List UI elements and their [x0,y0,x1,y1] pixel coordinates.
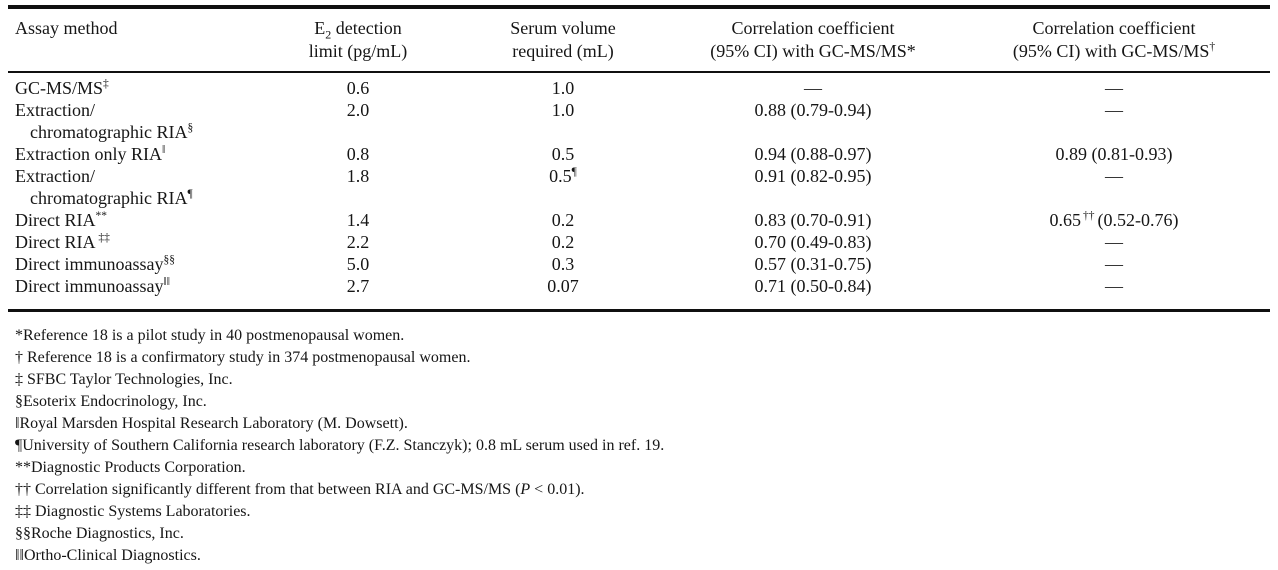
footnote-marker: ‖ [161,144,166,156]
footnote: ¶University of Southern California resea… [15,437,665,454]
table-row: Extraction/chromatographic RIA§ 2.0 1.0 … [8,99,1270,143]
correlation-confirmatory-cell: — [1105,254,1123,274]
correlation-confirmatory-cell: 0.89 (0.81-0.93) [1055,144,1173,164]
e2-limit-cell: 0.8 [346,144,370,164]
method-cell: Direct immunoassay§§ [15,254,175,274]
footnote-marker: ‡ [103,78,109,90]
header-line2: (95% CI) with GC-MS/MS† [1012,41,1216,61]
header-line1: Correlation coefficient [731,18,895,38]
footnote-marker: †† [1083,210,1095,222]
footnote: **Diagnostic Products Corporation. [15,459,246,476]
e2-limit-cell: 1.8 [346,166,370,186]
e2-limit-cell: 0.6 [346,78,370,98]
correlation-confirmatory-cell: — [1105,78,1123,98]
footnote: §Esoterix Endocrinology, Inc. [15,393,207,410]
header-line2: (95% CI) with GC-MS/MS* [710,41,916,61]
footnote: *Reference 18 is a pilot study in 40 pos… [15,327,405,344]
correlation-pilot-cell: 0.57 (0.31-0.75) [754,254,872,274]
table-row: Direct RIA** 1.4 0.2 0.83 (0.70-0.91) 0.… [8,209,1270,231]
footnote-marker: §§ [163,254,175,266]
footnote: ‖‖Ortho-Clinical Diagnostics. [15,547,201,564]
footnote-marker: ‖‖ [163,276,170,288]
footnote-marker: ** [95,210,107,222]
e2-limit-cell: 1.4 [346,210,370,230]
table-row: Direct immunoassay§§ 5.0 0.3 0.57 (0.31-… [8,253,1270,275]
table-row: Extraction/chromatographic RIA¶ 1.8 0.5¶… [8,165,1270,209]
correlation-pilot-cell: — [804,78,822,98]
footnotes-block: *Reference 18 is a pilot study in 40 pos… [8,325,1270,567]
footnote: ‖Royal Marsden Hospital Research Laborat… [15,415,408,432]
method-cell: Extraction/chromatographic RIA¶ [15,166,193,208]
subscript-2: 2 [325,27,332,42]
col-header-correlation-pilot: Correlation coefficient (95% CI) with GC… [668,7,958,73]
footnote-marker: § [187,122,194,134]
correlation-confirmatory-cell: — [1105,276,1123,296]
header-line1: E2 detection [314,18,402,42]
header-line1: Serum volume [510,18,616,38]
table-row: Direct immunoassay‖‖ 2.7 0.07 0.71 (0.50… [8,275,1270,311]
correlation-confirmatory-cell: — [1105,232,1123,252]
method-cell: Direct immunoassay‖‖ [15,276,170,296]
footnote: ‡‡ Diagnostic Systems Laboratories. [15,503,251,520]
method-cell: GC-MS/MS‡ [15,78,109,98]
footnote: † Reference 18 is a confirmatory study i… [15,349,471,366]
serum-volume-cell: 0.07 [547,276,579,296]
col-header-assay-method: Assay method [8,7,258,73]
correlation-pilot-cell: 0.83 (0.70-0.91) [754,210,872,230]
table-row: GC-MS/MS‡ 0.6 1.0 — — [8,72,1270,99]
footnote: ‡ SFBC Taylor Technologies, Inc. [15,371,233,388]
header-line1: Correlation coefficient [1032,18,1196,38]
correlation-pilot-cell: 0.91 (0.82-0.95) [754,166,872,186]
method-cell: Extraction/chromatographic RIA§ [15,100,194,142]
serum-volume-cell: 0.2 [551,210,575,230]
correlation-pilot-cell: 0.70 (0.49-0.83) [754,232,872,252]
serum-volume-cell: 1.0 [551,100,575,120]
serum-volume-cell: 0.5¶ [549,166,577,186]
footnote: §§Roche Diagnostics, Inc. [15,525,184,542]
col-header-serum-volume: Serum volume required (mL) [458,7,668,73]
table-row: Direct RIA ‡‡ 2.2 0.2 0.70 (0.49-0.83) — [8,231,1270,253]
serum-volume-cell: 0.3 [551,254,575,274]
serum-volume-cell: 0.5 [551,144,575,164]
correlation-pilot-cell: 0.71 (0.50-0.84) [754,276,872,296]
footnote-marker: † [1209,41,1216,53]
table-row: Extraction only RIA‖ 0.8 0.5 0.94 (0.88-… [8,143,1270,165]
method-cell: Extraction only RIA‖ [15,144,166,164]
header-label: Assay method [15,18,118,38]
footnote-marker: ‡‡ [95,232,110,244]
e2-limit-cell: 2.7 [346,276,370,296]
correlation-confirmatory-cell: — [1105,100,1123,120]
col-header-e2-detection-limit: E2 detection limit (pg/mL) [258,7,458,73]
footnote-marker: ¶ [187,188,193,200]
method-cell: Direct RIA** [15,210,107,230]
e2-limit-cell: 5.0 [346,254,370,274]
correlation-pilot-cell: 0.94 (0.88-0.97) [754,144,872,164]
serum-volume-cell: 0.2 [551,232,575,252]
e2-limit-cell: 2.2 [346,232,370,252]
correlation-pilot-cell: 0.88 (0.79-0.94) [754,100,872,120]
header-line2: limit (pg/mL) [308,41,408,61]
footnote: †† Correlation significantly different f… [15,481,585,498]
header-row: Assay method E2 detection limit (pg/mL) … [8,7,1270,73]
method-cell: Direct RIA ‡‡ [15,232,110,252]
e2-limit-cell: 2.0 [346,100,370,120]
assay-comparison-table: Assay method E2 detection limit (pg/mL) … [8,5,1270,312]
header-line2: required (mL) [512,41,614,61]
correlation-confirmatory-cell: — [1105,166,1123,186]
footnote-marker: ¶ [571,166,577,178]
serum-volume-cell: 1.0 [551,78,575,98]
correlation-confirmatory-cell: 0.65 †† (0.52-0.76) [1049,210,1179,230]
col-header-correlation-confirmatory: Correlation coefficient (95% CI) with GC… [958,7,1270,73]
